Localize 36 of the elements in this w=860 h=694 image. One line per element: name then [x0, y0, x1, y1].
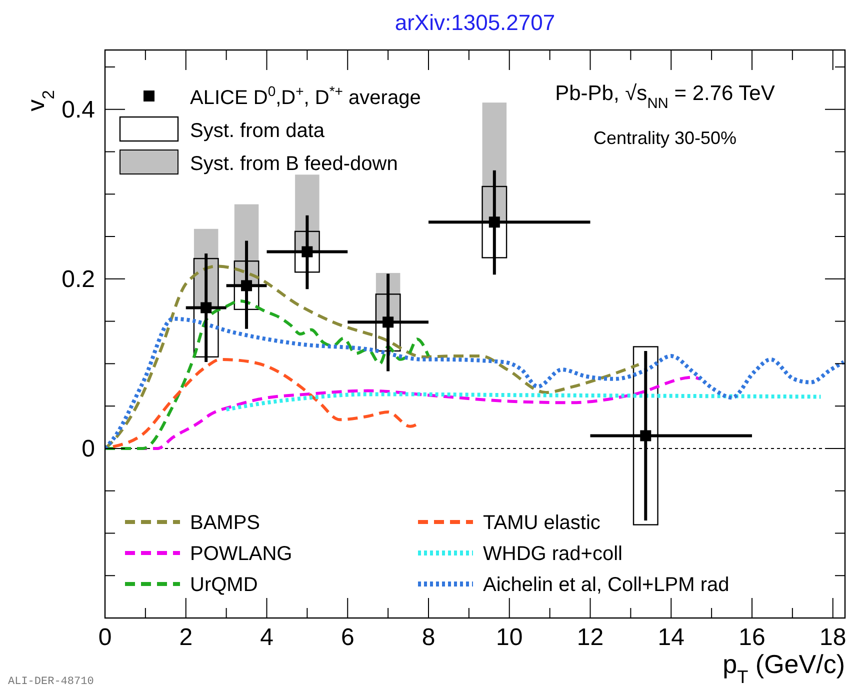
legend-label: POWLANG	[190, 543, 292, 565]
legend-label: TAMU elastic	[483, 512, 600, 534]
line-series	[224, 392, 823, 412]
legend-label: WHDG rad+coll	[483, 543, 622, 565]
line-series	[105, 316, 845, 450]
annotation: Centrality 30-50%	[593, 128, 737, 148]
y-tick-label: 0.2	[62, 266, 95, 293]
x-tick-label: 0	[98, 624, 112, 651]
x-tick-label: 10	[496, 624, 523, 651]
legend-label: UrQMD	[190, 574, 258, 596]
x-tick-label: 18	[820, 624, 846, 651]
legend-label: Syst. from data	[190, 120, 326, 142]
line-series	[105, 264, 640, 450]
x-tick-label: 2	[179, 624, 193, 651]
point	[241, 280, 252, 292]
annotation: Pb-Pb, √s$_{NN}$ = 2.76 TeV	[555, 82, 775, 112]
legend-label: Syst. from B feed-down	[190, 153, 398, 175]
y-tick-label: 0	[82, 435, 95, 462]
point	[488, 216, 500, 228]
point	[200, 302, 212, 314]
y-tick-label: 0.4	[62, 96, 95, 124]
legend-label: BAMPS	[190, 512, 260, 534]
chart-title: arXiv:1305.2707	[394, 10, 556, 35]
text: ALI-DER-48710	[8, 676, 94, 688]
x-tick-label: 4	[260, 624, 274, 651]
x-axis-title: p$_{T}$ (GeV/c)	[722, 649, 845, 687]
x-tick-label: 12	[576, 624, 604, 651]
legend-label: Aichelin et al, Coll+LPM rad	[483, 574, 730, 596]
legend-label: ALICE D$^{0}$,D$^{+}$, D$^{*+}$ average	[190, 83, 421, 109]
point	[382, 316, 394, 328]
x-tick-label: 16	[738, 624, 766, 651]
line-series	[105, 299, 430, 450]
x-tick-label: 8	[422, 624, 436, 651]
x-tick-label: 6	[340, 624, 354, 651]
x-tick-label: 14	[658, 624, 684, 651]
point	[640, 430, 652, 442]
